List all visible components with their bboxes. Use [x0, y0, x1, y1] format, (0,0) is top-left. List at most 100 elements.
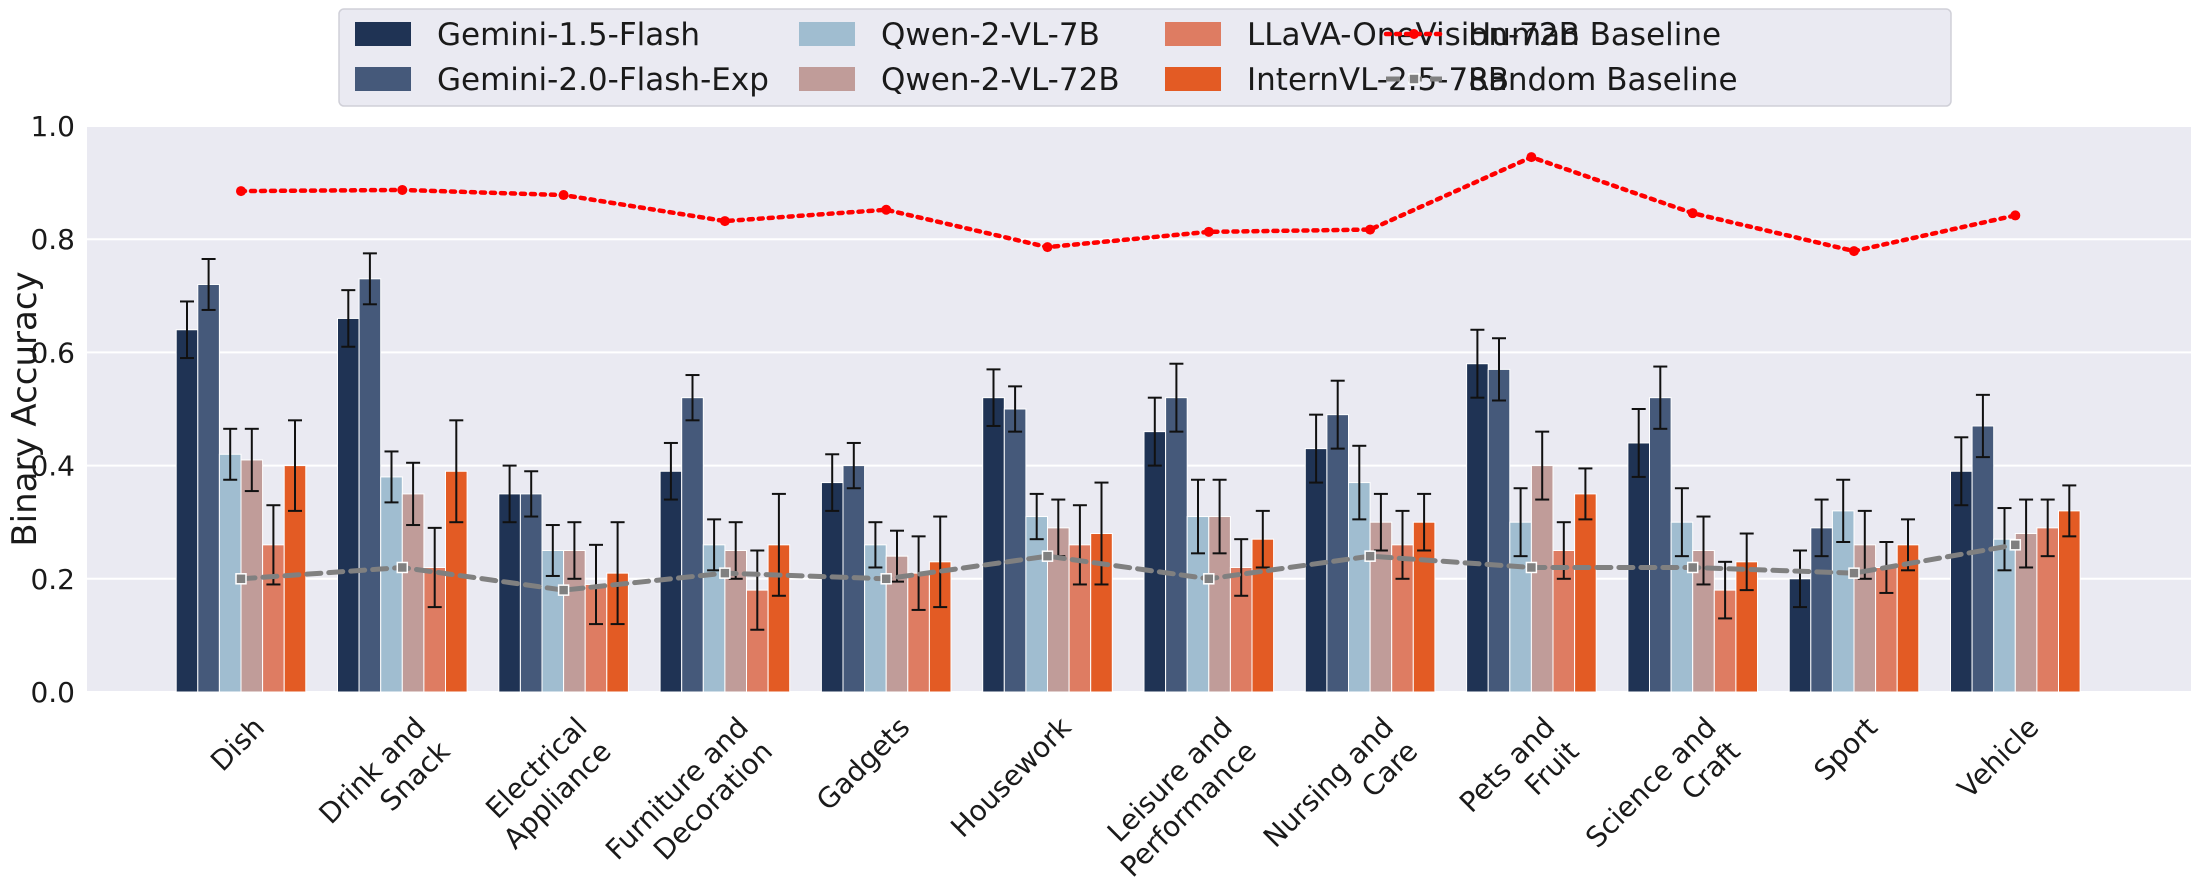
line-marker — [397, 184, 408, 195]
line-marker — [1687, 208, 1698, 219]
bar — [1971, 425, 1995, 693]
x-tick-label: Sport — [1808, 711, 1885, 788]
y-tick-label: 1.0 — [30, 110, 75, 143]
x-tick-label: Furniture andDecoration — [599, 711, 779, 888]
legend-label: Human Baseline — [1468, 17, 1721, 53]
line-marker — [1203, 226, 1214, 237]
x-tick-label: Dish — [204, 711, 271, 778]
legend-swatch — [799, 22, 855, 46]
legend-label: Qwen-2-VL-7B — [881, 17, 1100, 53]
line-marker — [1848, 567, 1860, 579]
legend-box — [338, 8, 1952, 107]
legend-marker — [1408, 73, 1420, 85]
line-marker — [236, 186, 246, 197]
y-tick-label: 0.2 — [30, 563, 75, 596]
legend-item: InternVL-2.5-78B — [1165, 62, 1509, 98]
x-tick-label: Science andCraft — [1579, 711, 1747, 879]
line-marker — [880, 573, 892, 585]
line-marker — [1041, 550, 1054, 562]
series-3 — [240, 427, 2038, 693]
bar — [1003, 408, 1027, 693]
bar — [982, 397, 1005, 693]
line-marker — [1365, 224, 1376, 235]
legend-swatch — [799, 67, 855, 91]
line-marker — [396, 561, 409, 574]
x-tick-label: Nursing andCare — [1257, 711, 1424, 878]
x-tick-label: ElectricalAppliance — [473, 711, 618, 856]
legend-label: Gemini-1.5-Flash — [437, 17, 700, 53]
line-marker — [2009, 539, 2022, 551]
x-tick-line: Vehicle — [1951, 711, 2045, 805]
legend-swatch — [1165, 67, 1221, 91]
line-marker — [1849, 246, 1859, 257]
bar — [358, 278, 382, 693]
x-tick-label: Gadgets — [810, 711, 916, 817]
legend-item: Random Baseline — [1386, 62, 1738, 98]
baseline-line — [238, 542, 2018, 593]
x-tick-line: Dish — [204, 711, 271, 778]
line-series-1 — [235, 539, 2022, 596]
x-tick-label: Drink andSnack — [313, 710, 457, 854]
line-marker — [557, 584, 570, 596]
x-tick-line: Sport — [1808, 711, 1885, 788]
bar — [681, 397, 704, 693]
bar — [1143, 431, 1167, 693]
y-tick-label: 0.4 — [30, 450, 75, 483]
legend: Gemini-1.5-Flash Gemini-2.0-Flash-Exp Qwen… — [338, 8, 1952, 107]
x-tick-line: Housework — [944, 710, 1078, 844]
bar — [519, 493, 543, 693]
legend-item: Gemini-2.0-Flash-Exp — [355, 62, 769, 98]
line-marker — [2010, 210, 2021, 221]
y-axis-label: Binary Accuracy — [5, 271, 45, 546]
legend-item: Qwen-2-VL-7B — [799, 17, 1100, 53]
line-marker — [1686, 561, 1699, 574]
bar — [1487, 368, 1511, 693]
legend-swatch — [1165, 22, 1221, 46]
legend-item: Human Baseline — [1383, 17, 1721, 53]
y-tick-label: 0.8 — [30, 223, 75, 256]
bar — [2058, 510, 2081, 693]
legend-swatch — [355, 22, 411, 46]
x-tick-label: Pets andFruit — [1453, 711, 1585, 843]
bar — [498, 493, 521, 693]
legend-label: Random Baseline — [1468, 62, 1738, 98]
line-marker — [1526, 152, 1537, 163]
legend-label: Gemini-2.0-Flash-Exp — [437, 62, 769, 98]
bar — [1165, 397, 1188, 693]
bar — [175, 329, 199, 693]
line-marker — [1525, 561, 1538, 574]
line-series-0 — [236, 152, 2021, 257]
bar — [820, 482, 844, 693]
series-5 — [283, 419, 2081, 693]
plot-area: 0.0 0.2 0.4 0.6 0.8 1.0 Binary Accuracy Dish Dri… — [5, 110, 2191, 888]
line-marker — [235, 573, 247, 585]
legend-label: Qwen-2-VL-72B — [881, 62, 1120, 98]
x-tick-label: Housework — [944, 710, 1078, 844]
line-marker — [1364, 550, 1376, 562]
legend-item: Gemini-1.5-Flash — [355, 17, 700, 53]
line-marker — [558, 190, 569, 201]
line-marker — [881, 204, 892, 215]
bar — [1466, 363, 1489, 693]
x-tick-line: Gadgets — [810, 711, 916, 817]
baseline-line — [238, 154, 2018, 254]
line-marker — [1203, 573, 1215, 585]
bar — [197, 283, 220, 693]
series-0 — [175, 289, 1973, 693]
bar — [1326, 414, 1350, 693]
legend-item: Qwen-2-VL-72B — [799, 62, 1120, 98]
y-tick-label: 0.6 — [30, 336, 75, 369]
bar — [1649, 397, 1672, 693]
bar — [1304, 448, 1328, 693]
x-tick-label: Leisure andPerformance — [1090, 711, 1263, 884]
line-marker — [719, 216, 730, 227]
bar — [380, 476, 403, 693]
bar — [337, 317, 360, 693]
line-marker — [719, 567, 731, 579]
x-tick-label: Vehicle — [1951, 711, 2045, 805]
bar — [1574, 493, 1597, 693]
legend-marker — [1409, 29, 1419, 39]
line-marker — [1042, 242, 1053, 253]
y-tick-label: 0.0 — [30, 676, 75, 709]
legend-swatch — [355, 67, 411, 91]
